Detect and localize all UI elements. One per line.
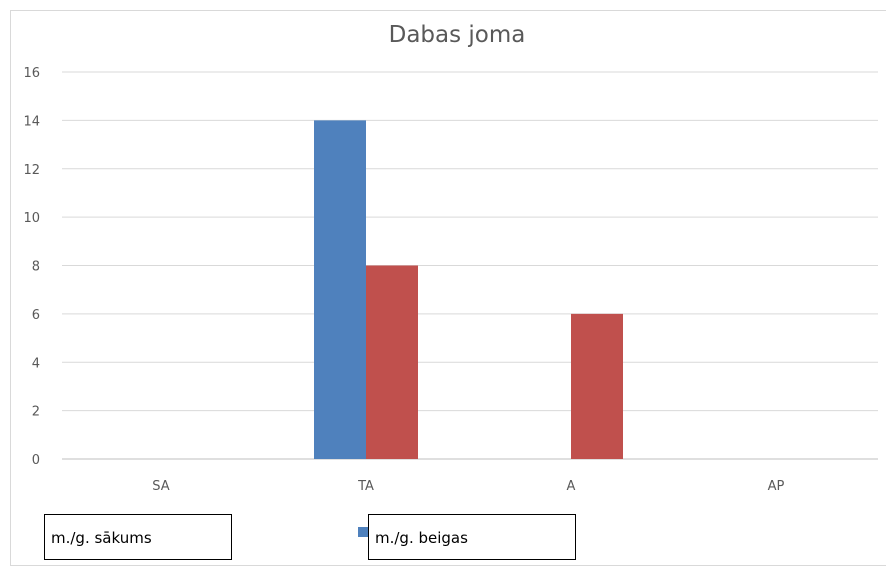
y-tick-label-0: 0	[32, 453, 40, 468]
y-tick-label-8: 8	[32, 260, 40, 275]
y-axis: 0 2 4 6 8 10 12 14 16	[23, 66, 40, 468]
y-tick-label-10: 10	[23, 211, 40, 226]
bar-a-series-2	[571, 313, 623, 459]
gridlines	[62, 71, 878, 460]
x-tick-label-sa: SA	[152, 479, 169, 494]
x-tick-label-a: A	[567, 479, 576, 494]
y-tick-label-16: 16	[23, 66, 40, 81]
y-tick-label-2: 2	[32, 405, 40, 420]
y-tick-label-4: 4	[32, 356, 40, 371]
x-tick-label-ta: TA	[357, 479, 374, 494]
legend-swatch-beigas-partial	[358, 527, 368, 537]
bar-ta-series-1	[314, 120, 366, 459]
legend-label-sakums: m./g. sākums	[44, 514, 232, 560]
bar-ta-series-2	[366, 265, 418, 459]
y-tick-label-14: 14	[23, 114, 40, 129]
chart-title: Dabas joma	[389, 22, 526, 48]
legend-label-beigas: m./g. beigas	[368, 514, 576, 560]
y-tick-label-6: 6	[32, 308, 40, 323]
x-axis: SA TA A AP	[152, 479, 784, 494]
x-tick-label-ap: AP	[768, 479, 785, 494]
bars	[314, 120, 623, 459]
y-tick-label-12: 12	[23, 163, 40, 178]
